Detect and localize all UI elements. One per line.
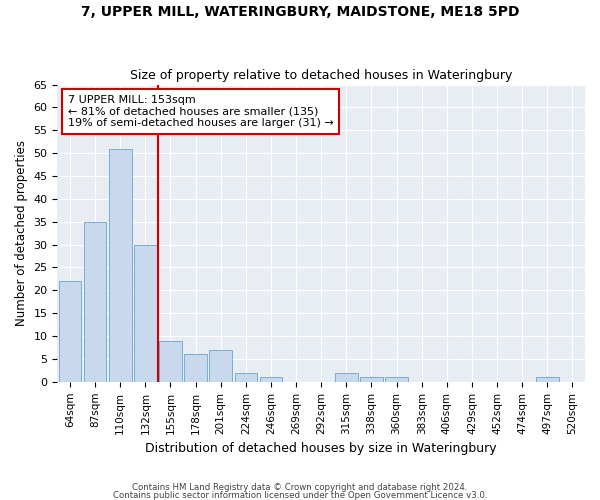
Bar [260, 377, 282, 382]
Bar [335, 372, 358, 382]
Bar [360, 377, 383, 382]
Text: 7 UPPER MILL: 153sqm
← 81% of detached houses are smaller (135)
19% of semi-deta: 7 UPPER MILL: 153sqm ← 81% of detached h… [68, 95, 334, 128]
Bar [109, 148, 131, 382]
Bar [59, 281, 81, 382]
Bar [536, 377, 559, 382]
Title: Size of property relative to detached houses in Wateringbury: Size of property relative to detached ho… [130, 69, 512, 82]
Bar [159, 340, 182, 382]
Bar [184, 354, 207, 382]
Y-axis label: Number of detached properties: Number of detached properties [15, 140, 28, 326]
Bar [235, 372, 257, 382]
Text: 7, UPPER MILL, WATERINGBURY, MAIDSTONE, ME18 5PD: 7, UPPER MILL, WATERINGBURY, MAIDSTONE, … [81, 5, 519, 19]
Text: Contains HM Land Registry data © Crown copyright and database right 2024.: Contains HM Land Registry data © Crown c… [132, 484, 468, 492]
Bar [84, 222, 106, 382]
Bar [209, 350, 232, 382]
Text: Contains public sector information licensed under the Open Government Licence v3: Contains public sector information licen… [113, 490, 487, 500]
Bar [134, 244, 157, 382]
Bar [385, 377, 408, 382]
X-axis label: Distribution of detached houses by size in Wateringbury: Distribution of detached houses by size … [145, 442, 497, 455]
